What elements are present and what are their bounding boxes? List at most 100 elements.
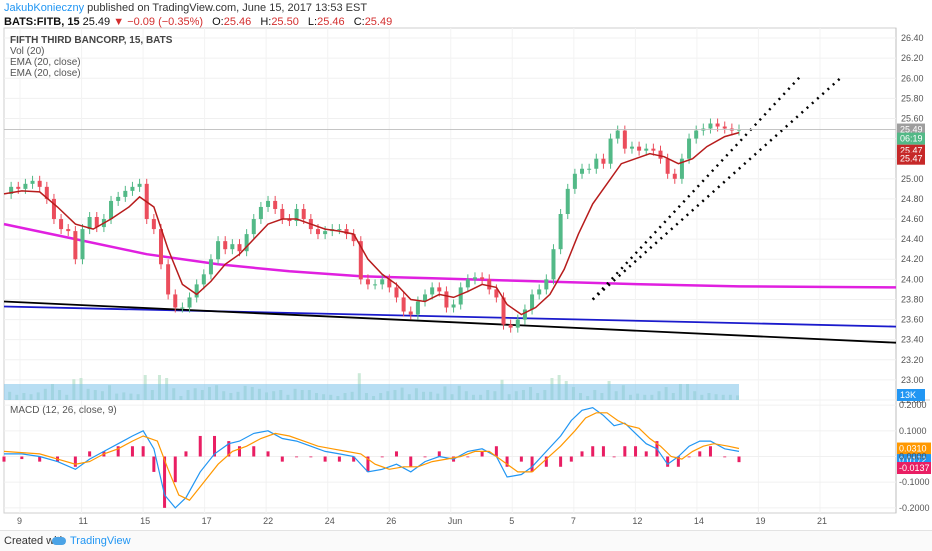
price-label-box bbox=[897, 132, 925, 145]
candle-body bbox=[337, 229, 342, 231]
macd-histogram-bar bbox=[591, 446, 595, 457]
macd-histogram-bar bbox=[505, 456, 509, 467]
candle-body bbox=[437, 287, 442, 292]
legend-volume[interactable]: Vol (20) bbox=[10, 46, 45, 57]
candle-body bbox=[522, 309, 527, 320]
macd-tick-label: -0.1000 bbox=[899, 477, 930, 487]
legend-ema-long[interactable]: EMA (20, close) bbox=[10, 68, 81, 79]
candle-body bbox=[208, 259, 213, 275]
macd-histogram-bar bbox=[38, 456, 42, 462]
tradingview-brand[interactable]: TradingView bbox=[52, 535, 131, 547]
macd-histogram-bar bbox=[634, 446, 638, 457]
candle-body bbox=[251, 219, 256, 235]
candle-body bbox=[551, 249, 556, 280]
time-tick-label: 26 bbox=[386, 516, 396, 526]
macd-histogram-bar bbox=[366, 456, 370, 472]
time-tick-label: 14 bbox=[694, 516, 704, 526]
price-tick-label: 24.00 bbox=[901, 274, 924, 284]
price-tick-label: 25.00 bbox=[901, 174, 924, 184]
time-tick-label: 24 bbox=[325, 516, 335, 526]
candle-body bbox=[737, 129, 742, 131]
candle-body bbox=[594, 158, 599, 169]
price-tick-label: 24.20 bbox=[901, 254, 924, 264]
candle-body bbox=[487, 279, 492, 290]
candle-body bbox=[9, 186, 14, 194]
macd-histogram-bar bbox=[2, 456, 6, 462]
price-tick-label: 23.00 bbox=[901, 375, 924, 385]
candles bbox=[3, 118, 742, 333]
candle-body bbox=[201, 274, 206, 285]
candle-body bbox=[708, 123, 713, 129]
price-tick-label: 26.00 bbox=[901, 73, 924, 83]
candle-body bbox=[116, 196, 121, 201]
open-label: O: bbox=[212, 16, 224, 28]
candle-body bbox=[266, 200, 271, 207]
macd-histogram-bar bbox=[163, 456, 167, 508]
legend-ema-short[interactable]: EMA (20, close) bbox=[10, 57, 81, 68]
black-support-line bbox=[3, 300, 897, 344]
time-tick-label: 19 bbox=[755, 516, 765, 526]
price-tick-label: 23.60 bbox=[901, 315, 924, 325]
candle-body bbox=[344, 229, 349, 235]
time-tick-label: 7 bbox=[571, 516, 576, 526]
macd-histogram-bar bbox=[227, 441, 231, 457]
price-tick-label: 24.80 bbox=[901, 194, 924, 204]
price-tick-label: 23.40 bbox=[901, 335, 924, 345]
macd-histogram-bar bbox=[466, 456, 470, 458]
macd-histogram-bar bbox=[623, 446, 627, 457]
macd-histogram-bar bbox=[530, 456, 534, 472]
macd-histogram-bar bbox=[601, 446, 605, 457]
last-price: 25.49 bbox=[82, 16, 111, 28]
macd-histogram-bar bbox=[252, 446, 256, 457]
macd-histogram-bar bbox=[580, 451, 584, 457]
candle-body bbox=[137, 183, 142, 187]
macd-histogram-bar bbox=[130, 446, 134, 457]
axes: 26.4026.2026.0025.8025.6025.4025.2025.00… bbox=[4, 33, 930, 526]
candle-body bbox=[722, 126, 727, 129]
time-tick-label: 17 bbox=[202, 516, 212, 526]
macd-histogram-bar bbox=[723, 456, 727, 458]
time-tick-label: 5 bbox=[509, 516, 514, 526]
candle-body bbox=[23, 183, 28, 189]
candle-body bbox=[158, 229, 163, 265]
volume-ma-area bbox=[4, 384, 740, 400]
candle-body bbox=[508, 324, 513, 328]
candle-body bbox=[401, 297, 406, 312]
macd-histogram-bar bbox=[676, 456, 680, 467]
macd-legend[interactable]: MACD (12, 26, close, 9) bbox=[10, 405, 117, 416]
candle-body bbox=[672, 173, 677, 179]
macd-histogram-bar bbox=[198, 435, 202, 457]
time-tick-label: 12 bbox=[632, 516, 642, 526]
macd-histogram-bar bbox=[559, 456, 563, 467]
candle-body bbox=[494, 289, 499, 298]
price-label-text: 25.47 bbox=[900, 146, 923, 156]
candle-body bbox=[423, 294, 428, 302]
candle-body bbox=[373, 284, 378, 286]
macd-histogram-bar bbox=[612, 456, 616, 458]
candle-body bbox=[216, 241, 221, 260]
candle-body bbox=[572, 173, 577, 189]
macd-histogram-bar bbox=[295, 456, 299, 458]
tradingview-cloud-icon bbox=[52, 537, 66, 546]
macd-label-box bbox=[897, 462, 931, 475]
candle-body bbox=[166, 264, 171, 295]
candle-body bbox=[644, 148, 649, 151]
macd-histogram-bar bbox=[20, 456, 24, 460]
time-tick-label: Jun bbox=[448, 516, 463, 526]
candle-body bbox=[37, 180, 42, 187]
macd-histogram-bar bbox=[323, 456, 327, 462]
author-link[interactable]: JakubKonieczny bbox=[4, 2, 85, 14]
candle-body bbox=[123, 190, 128, 197]
high-value: 25.50 bbox=[271, 16, 299, 28]
publish-line: JakubKonieczny published on TradingView.… bbox=[4, 2, 367, 14]
macd-histogram-bar bbox=[569, 456, 573, 462]
price-label-box bbox=[897, 152, 925, 165]
close-label: C: bbox=[353, 16, 365, 28]
candle-body bbox=[430, 287, 435, 295]
created-with-text: Created with bbox=[4, 535, 66, 547]
signal-line bbox=[3, 412, 740, 501]
macd-histogram-bar bbox=[644, 451, 648, 457]
candle-body bbox=[601, 158, 606, 164]
candle-body bbox=[109, 200, 114, 220]
